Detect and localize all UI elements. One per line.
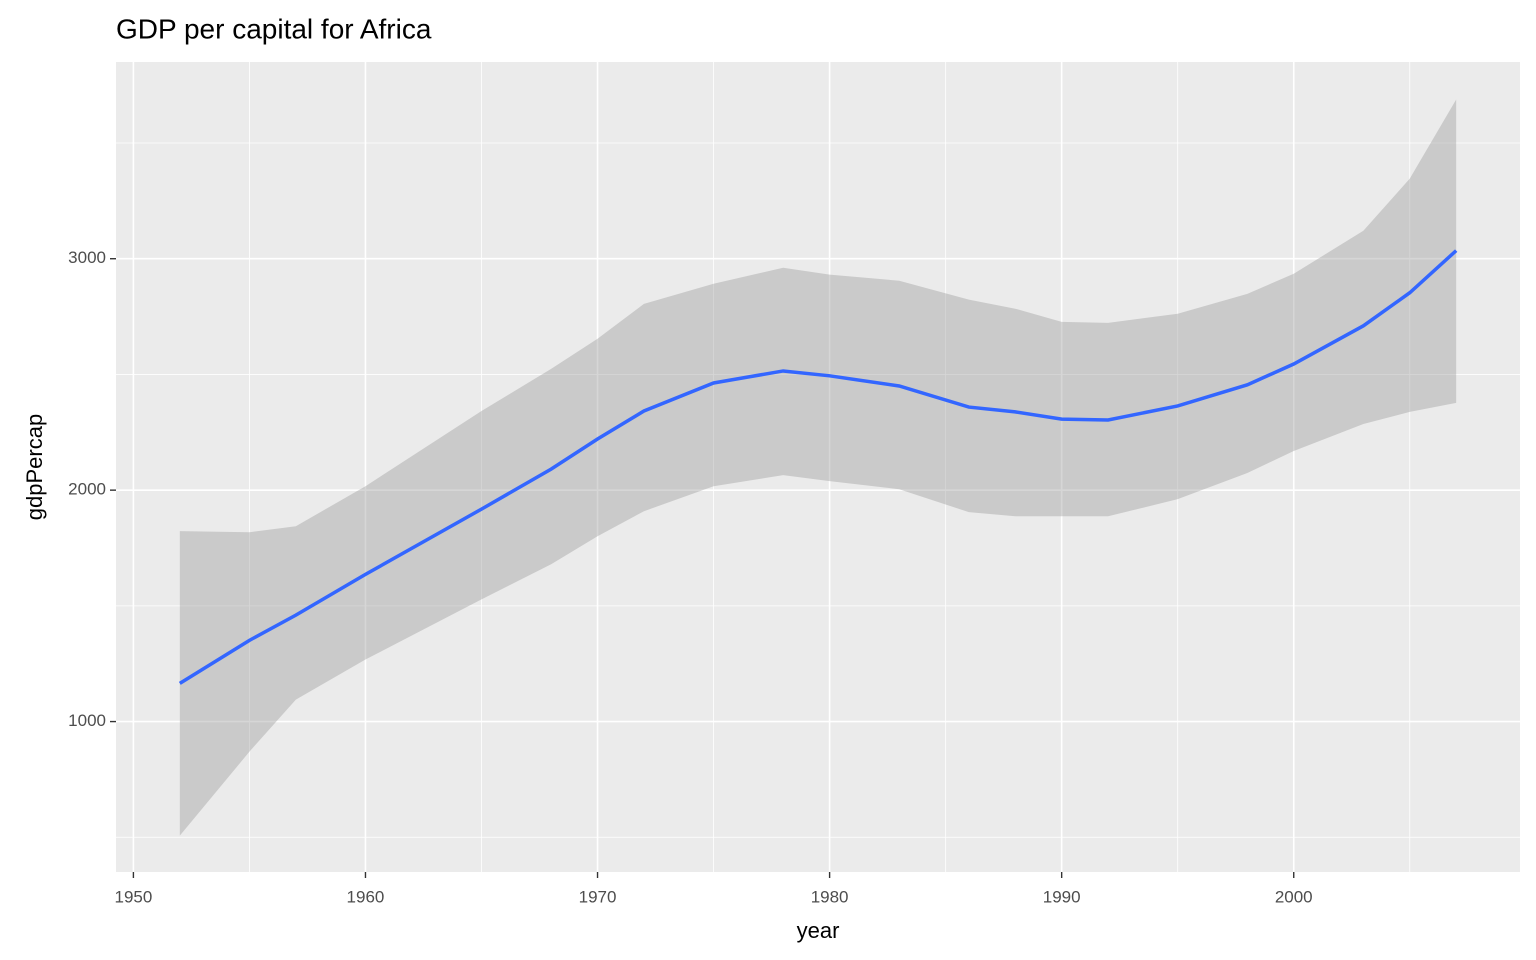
panel xyxy=(116,62,1520,872)
x-tick-label: 2000 xyxy=(1275,887,1313,906)
y-tick-label: 3000 xyxy=(68,248,106,267)
y-tick-label: 2000 xyxy=(68,480,106,499)
chart-title: GDP per capital for Africa xyxy=(116,13,432,44)
x-tick-label: 1990 xyxy=(1043,887,1081,906)
smooth-line xyxy=(178,249,1458,685)
y-axis-title: gdpPercap xyxy=(22,414,47,520)
y-tick-label: 1000 xyxy=(68,711,106,730)
x-tick-label: 1960 xyxy=(347,887,385,906)
confidence-band xyxy=(179,99,1457,836)
x-tick-label: 1950 xyxy=(114,887,152,906)
x-tick-label: 1970 xyxy=(579,887,617,906)
x-axis-title: year xyxy=(797,918,840,943)
x-tick-label: 1980 xyxy=(811,887,849,906)
